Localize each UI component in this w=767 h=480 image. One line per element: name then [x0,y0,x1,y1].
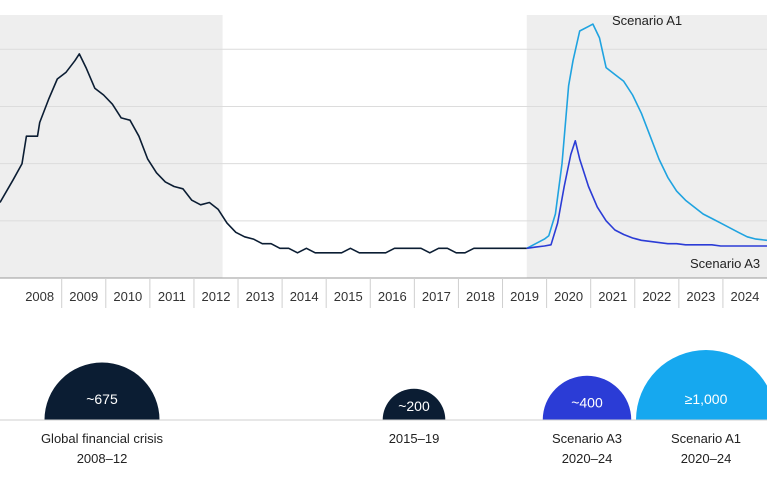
annotation-scenario-a3: Scenario A3 [690,256,760,271]
series-line-historical [0,53,527,254]
x-tick-label-2015: 2015 [334,289,363,304]
bubble-caption-line: Scenario A1 [671,431,741,446]
bubble-3: ~400 Scenario A3 2020–24 [542,375,632,466]
bubble-caption-line: Global financial crisis [41,431,164,446]
x-tick-label-2014: 2014 [290,289,319,304]
gridlines [0,48,767,222]
bubble-shape [382,388,446,420]
bubble-shape [542,375,632,421]
x-tick-label-2018: 2018 [466,289,495,304]
bubble-value-label: ≥1,000 [685,391,728,407]
x-tick-label-2023: 2023 [686,289,715,304]
bubble-2: ~200 2015–19 [382,388,446,446]
bubble-shape [44,362,160,421]
bubble-1: ~675 Global financial crisis 2008–12 [41,362,164,466]
bubble-value-label: ~400 [571,395,603,411]
bubble-value-label: ~675 [86,391,118,407]
x-tick-label-2011: 2011 [158,289,186,304]
shaded-region-2 [526,15,767,278]
x-tick-label-2008: 2008 [25,289,54,304]
x-tick-label-2013: 2013 [246,289,275,304]
x-tick-label-2009: 2009 [69,289,98,304]
bubbles: ~675 Global financial crisis 2008–12 ~200 20… [41,350,767,466]
shaded-region-1 [0,15,223,278]
annotation-scenario-a1: Scenario A1 [612,13,682,28]
x-tick-label-2010: 2010 [113,289,142,304]
x-axis: 2008 2009 2010 2011 2012 2013 2014 2015 2016 2017… [0,277,767,308]
bubble-caption-line: 2020–24 [562,451,613,466]
series-lines [0,23,767,254]
x-tick-label-2024: 2024 [730,289,759,304]
line-chart: 2008 2009 2010 2011 2012 2013 2014 2015 2016 2017… [0,13,767,308]
x-tick-label-2021: 2021 [598,289,627,304]
bubble-chart: ~675 Global financial crisis 2008–12 ~200 20… [0,350,767,466]
x-tick-label-2022: 2022 [642,289,671,304]
shaded-regions [0,15,767,278]
bubble-shape [636,350,767,420]
series-line-scenario-a3 [526,140,767,250]
bubble-value-label: ~200 [398,398,430,414]
x-tick-label-2017: 2017 [422,289,451,304]
bubble-caption-line: 2020–24 [681,451,732,466]
bubble-4: ≥1,000 Scenario A1 2020–24 [636,350,767,466]
x-tick-label-2019: 2019 [510,289,539,304]
series-line-scenario-a1 [526,23,767,250]
x-tick-label-2012: 2012 [202,289,231,304]
bubble-caption-line: 2008–12 [77,451,128,466]
series-annotations: Scenario A1 Scenario A3 [612,13,760,271]
bubble-caption-line: Scenario A3 [552,431,622,446]
bubble-caption-line: 2015–19 [389,431,440,446]
x-tick-label-2020: 2020 [554,289,583,304]
x-tick-label-2016: 2016 [378,289,407,304]
